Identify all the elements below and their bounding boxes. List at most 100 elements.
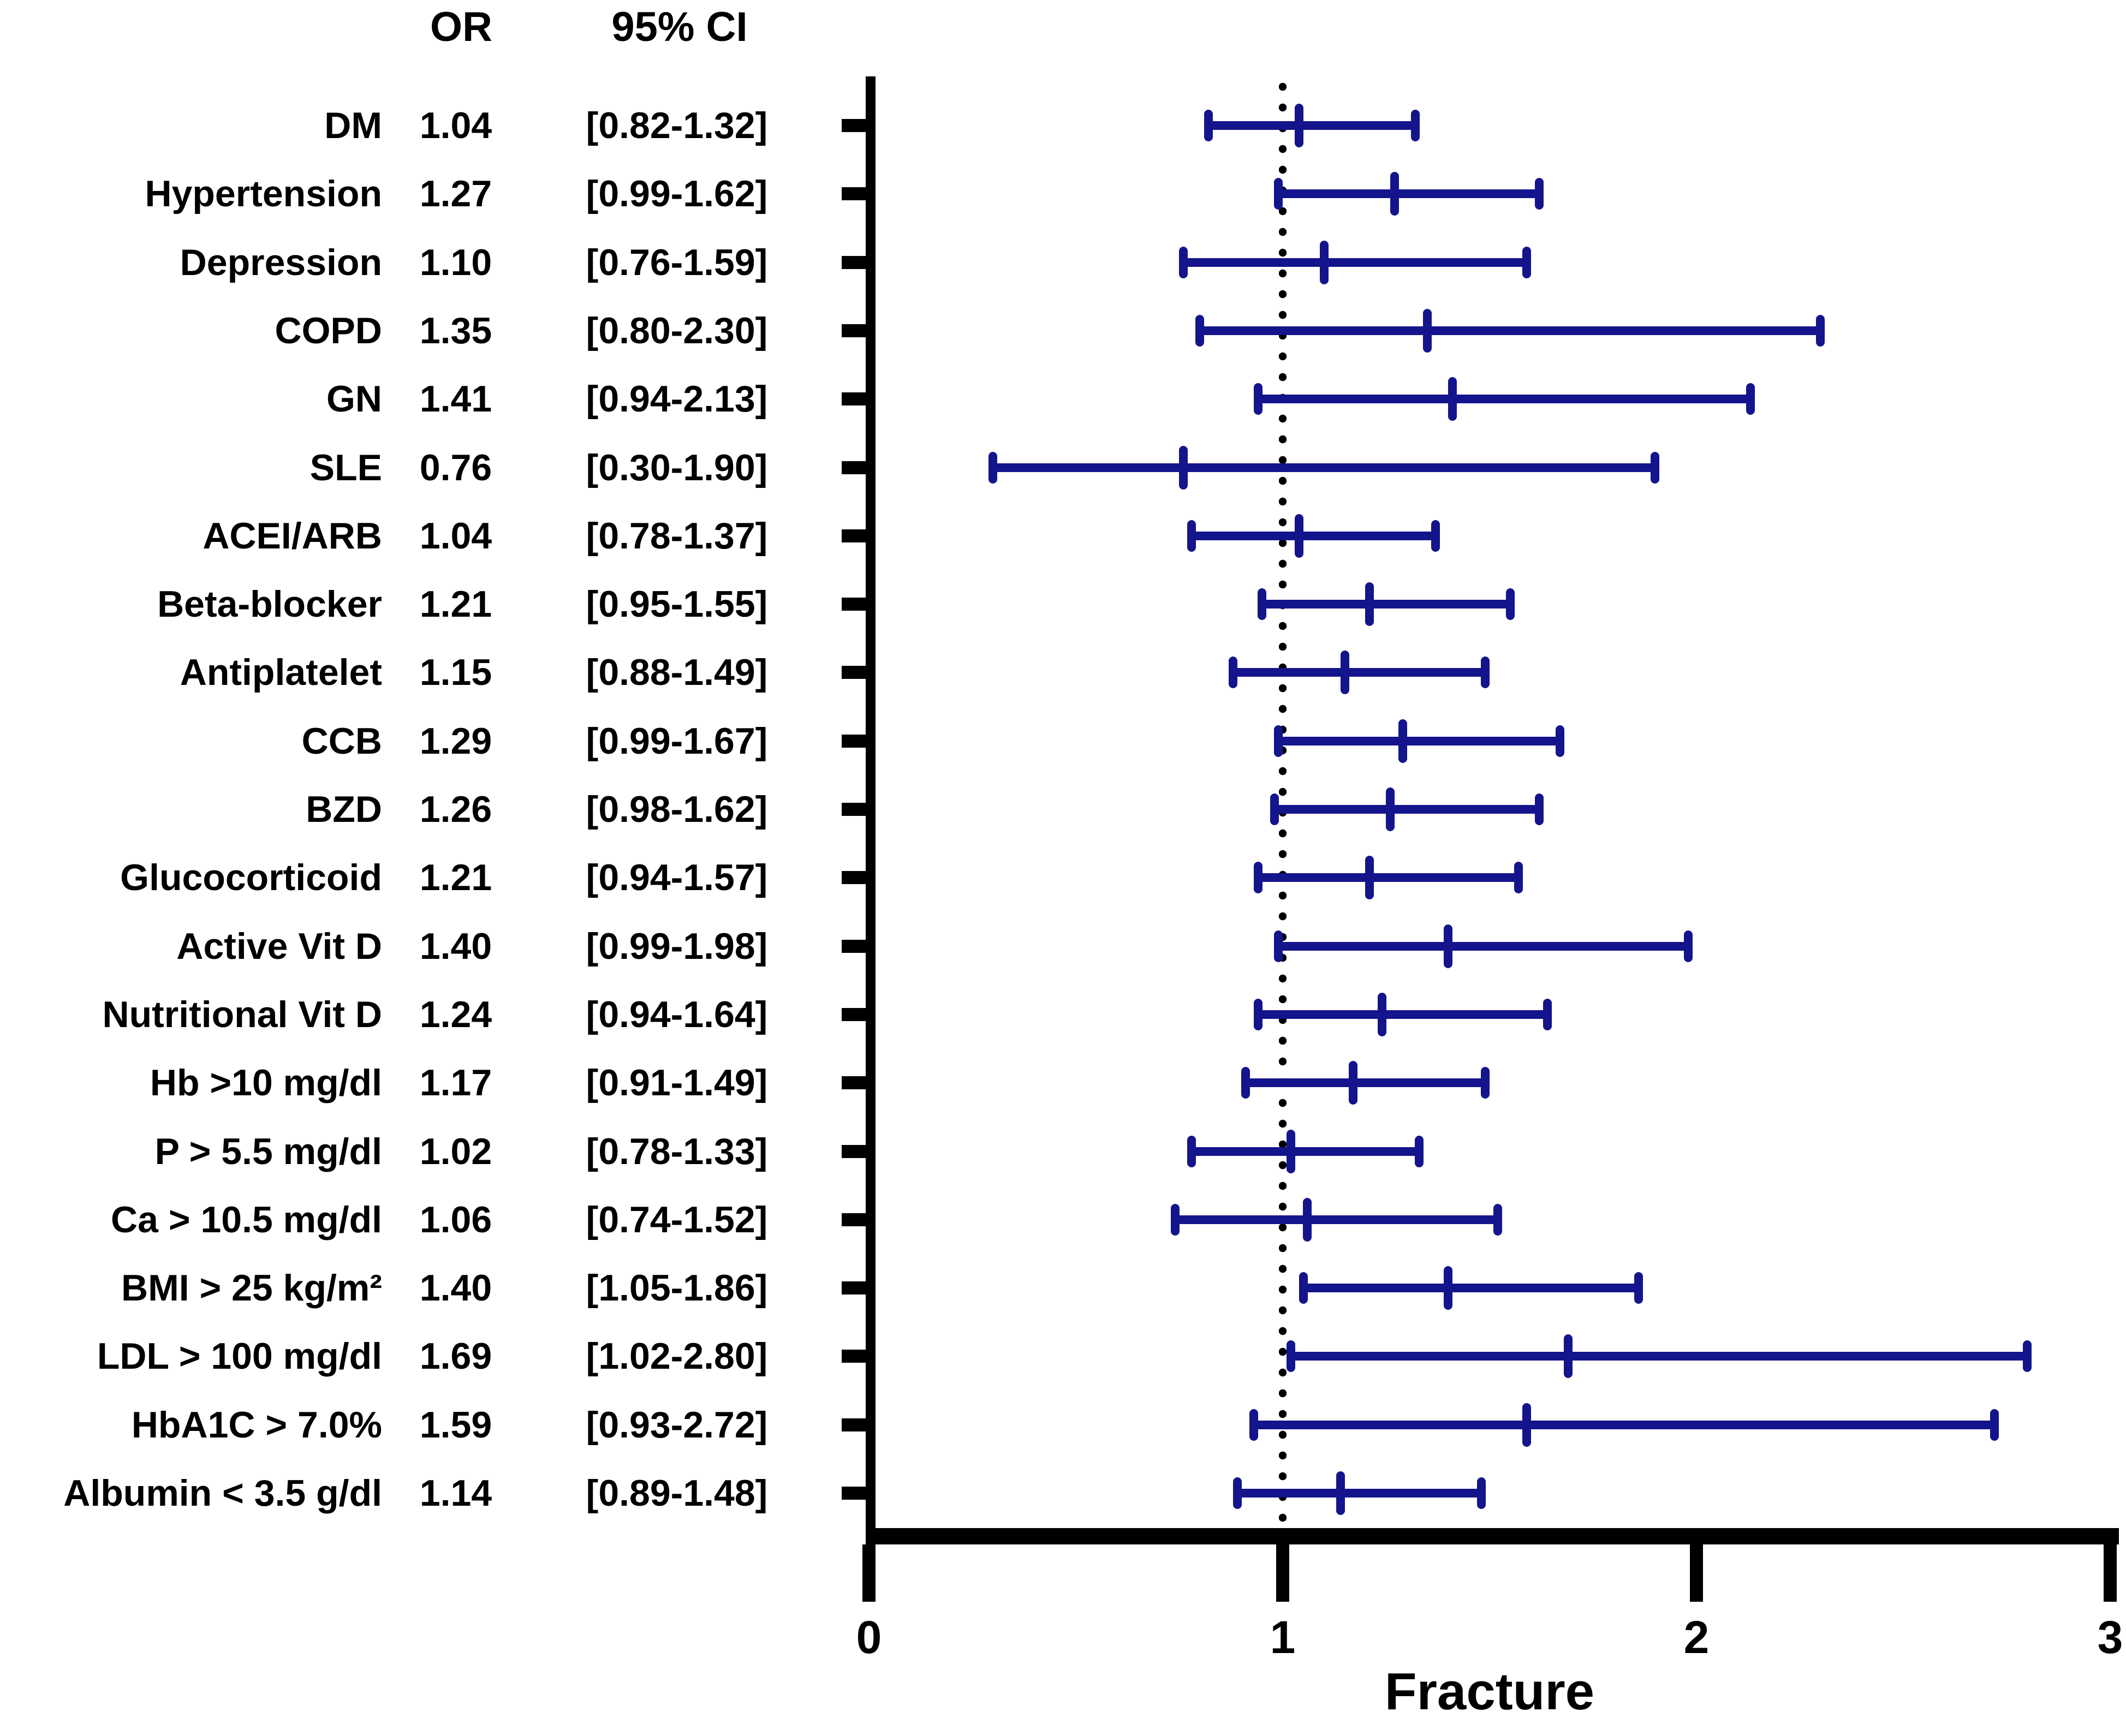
error-bar-cap-low (1170, 1203, 1180, 1236)
ci-value: [1.05-1.86] (586, 1267, 768, 1309)
x-axis-tick-label: 1 (1270, 1612, 1296, 1663)
ci-value: [0.93-2.72] (586, 1404, 768, 1446)
ci-value: [0.94-1.57] (586, 857, 768, 899)
or-value: 1.21 (419, 857, 492, 899)
or-value: 1.14 (419, 1472, 492, 1514)
error-bar-cap-low (1249, 1409, 1258, 1441)
error-bar-cap-low (1204, 110, 1213, 141)
or-value: 1.59 (419, 1404, 492, 1446)
ci-value: [0.89-1.48] (586, 1472, 768, 1514)
error-bar (1278, 189, 1539, 199)
ci-value: [0.95-1.55] (586, 583, 768, 625)
or-value: 1.41 (419, 378, 492, 420)
y-axis-row-tick (842, 939, 866, 953)
or-marker (1295, 104, 1304, 147)
ci-value: [0.74-1.52] (586, 1198, 768, 1240)
or-value: 1.04 (419, 515, 492, 557)
error-bar-cap-high (1505, 588, 1515, 621)
error-bar-cap-high (1514, 862, 1523, 894)
error-bar-cap-low (1258, 588, 1267, 621)
row-label: LDL > 100 mg/dl (97, 1335, 382, 1377)
or-column-header: OR (430, 4, 492, 50)
error-bar-cap-high (1816, 314, 1825, 347)
or-value: 1.21 (419, 583, 492, 625)
error-bar (1303, 1284, 1639, 1293)
y-axis-row-tick (842, 803, 866, 816)
error-bar (1262, 600, 1510, 609)
row-label: Nutritional Vit D (102, 993, 382, 1035)
y-axis-row-tick (842, 871, 866, 885)
error-bar-cap-low (1232, 1477, 1242, 1509)
y-axis-row-tick (842, 1350, 866, 1363)
error-bar-cap-high (1651, 451, 1660, 484)
row-label: P > 5.5 mg/dl (154, 1130, 382, 1172)
y-axis-row-tick (842, 1007, 866, 1021)
ci-value: [0.88-1.49] (586, 652, 768, 694)
error-bar-cap-low (1253, 862, 1263, 894)
or-marker (1444, 924, 1453, 968)
error-bar-cap-high (2023, 1340, 2032, 1373)
row-label: GN (326, 378, 382, 420)
ci-column-header: 95% CI (611, 4, 748, 50)
reference-line (1279, 76, 1287, 1528)
y-axis-row-tick (842, 598, 866, 611)
y-axis-row-tick (842, 1076, 866, 1090)
row-label: Beta-blocker (157, 583, 382, 625)
ci-value: [0.82-1.32] (586, 105, 768, 146)
error-bar-cap-high (1990, 1409, 1999, 1441)
or-value: 1.06 (419, 1198, 492, 1240)
error-bar-cap-low (1299, 1272, 1308, 1304)
or-marker (1365, 856, 1374, 900)
error-bar-cap-high (1746, 383, 1755, 415)
error-bar-cap-high (1493, 1203, 1503, 1236)
error-bar-cap-low (1229, 657, 1238, 689)
error-bar-cap-high (1534, 178, 1544, 210)
or-marker (1448, 377, 1457, 421)
row-label: DM (324, 105, 382, 146)
or-marker (1444, 1266, 1453, 1310)
error-bar-cap-high (1410, 110, 1420, 141)
error-bar-cap-low (1241, 1067, 1250, 1099)
or-value: 1.69 (419, 1335, 492, 1377)
error-bar (1245, 1078, 1486, 1088)
ci-value: [0.80-2.30] (586, 309, 768, 351)
error-bar-cap-high (1431, 520, 1440, 552)
ci-value: [1.02-2.80] (586, 1335, 768, 1377)
or-value: 1.27 (419, 173, 492, 215)
y-axis-row-tick (842, 324, 866, 337)
y-axis-line (866, 76, 876, 1544)
error-bar-cap-low (1187, 1135, 1196, 1167)
or-marker (1336, 1471, 1345, 1515)
y-axis-row-tick (842, 529, 866, 542)
error-bar (1200, 326, 1821, 335)
y-axis-row-tick (842, 461, 866, 474)
or-value: 1.15 (419, 652, 492, 694)
or-marker (1522, 1403, 1532, 1447)
error-bar (1192, 531, 1436, 540)
or-value: 0.76 (419, 446, 492, 488)
row-label: Hb >10 mg/dl (150, 1062, 382, 1104)
or-marker (1390, 172, 1399, 216)
error-bar-cap-low (1187, 520, 1196, 552)
error-bar-cap-high (1683, 930, 1693, 962)
error-bar (993, 463, 1655, 472)
ci-value: [0.99-1.98] (586, 925, 768, 967)
error-bar (1253, 1420, 1994, 1429)
error-bar-cap-low (1253, 998, 1263, 1030)
error-bar (1278, 736, 1560, 745)
or-value: 1.40 (419, 925, 492, 967)
row-label: BMI > 25 kg/m² (121, 1267, 382, 1309)
row-label: Depression (180, 241, 382, 283)
error-bar-cap-low (1274, 178, 1283, 210)
error-bar (1237, 1489, 1481, 1498)
error-bar (1192, 1147, 1420, 1156)
y-axis-row-tick (842, 1418, 866, 1431)
or-value: 1.10 (419, 241, 492, 283)
or-marker (1386, 788, 1395, 831)
ci-value: [0.76-1.59] (586, 241, 768, 283)
row-label: ACEI/ARB (203, 515, 382, 557)
x-axis-tick-label: 2 (1683, 1612, 1710, 1663)
row-label: Glucocorticoid (120, 857, 382, 899)
error-bar-cap-high (1555, 725, 1564, 757)
